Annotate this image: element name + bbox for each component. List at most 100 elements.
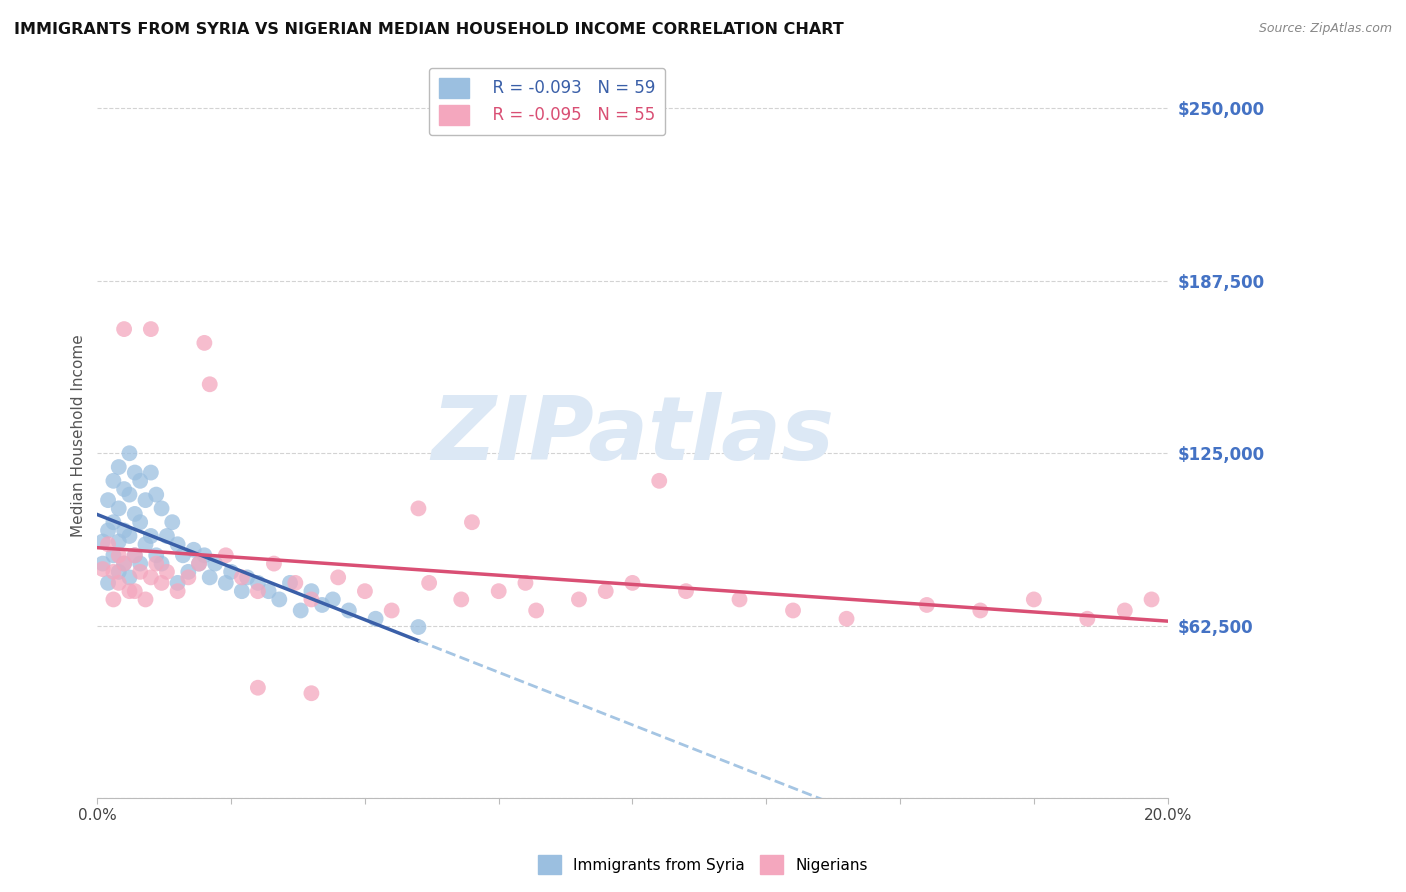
- Point: [364, 612, 387, 626]
- Point: [204, 557, 226, 571]
- Point: [97, 537, 120, 551]
- Point: [103, 549, 125, 563]
- Point: [193, 549, 215, 563]
- Point: [188, 557, 211, 571]
- Point: [290, 603, 312, 617]
- Point: [263, 557, 285, 571]
- Point: [246, 584, 269, 599]
- Point: [299, 686, 322, 700]
- Point: [103, 592, 125, 607]
- Point: [183, 542, 205, 557]
- Point: [782, 603, 804, 617]
- Point: [134, 537, 156, 551]
- Point: [107, 501, 129, 516]
- Text: IMMIGRANTS FROM SYRIA VS NIGERIAN MEDIAN HOUSEHOLD INCOME CORRELATION CHART: IMMIGRANTS FROM SYRIA VS NIGERIAN MEDIAN…: [14, 22, 844, 37]
- Point: [129, 557, 152, 571]
- Point: [91, 562, 114, 576]
- Point: [1022, 592, 1045, 607]
- Point: [299, 584, 322, 599]
- Point: [97, 524, 120, 538]
- Point: [524, 603, 547, 617]
- Point: [675, 584, 697, 599]
- Point: [118, 584, 141, 599]
- Point: [915, 598, 938, 612]
- Point: [145, 557, 167, 571]
- Point: [166, 537, 188, 551]
- Point: [835, 612, 858, 626]
- Point: [408, 501, 430, 516]
- Point: [269, 592, 291, 607]
- Point: [107, 549, 129, 563]
- Point: [177, 570, 200, 584]
- Point: [311, 598, 333, 612]
- Point: [112, 557, 135, 571]
- Point: [145, 549, 167, 563]
- Point: [188, 557, 211, 571]
- Point: [124, 507, 146, 521]
- Point: [568, 592, 591, 607]
- Point: [354, 584, 377, 599]
- Point: [124, 584, 146, 599]
- Point: [134, 592, 156, 607]
- Point: [156, 529, 179, 543]
- Point: [172, 549, 194, 563]
- Point: [150, 501, 173, 516]
- Legend: Immigrants from Syria, Nigerians: Immigrants from Syria, Nigerians: [531, 849, 875, 880]
- Point: [118, 529, 141, 543]
- Point: [328, 570, 350, 584]
- Point: [129, 565, 152, 579]
- Point: [408, 620, 430, 634]
- Point: [107, 565, 129, 579]
- Point: [418, 575, 440, 590]
- Point: [246, 681, 269, 695]
- Point: [177, 565, 200, 579]
- Point: [139, 322, 162, 336]
- Point: [219, 565, 242, 579]
- Point: [198, 570, 221, 584]
- Point: [107, 460, 129, 475]
- Point: [112, 482, 135, 496]
- Point: [97, 575, 120, 590]
- Point: [134, 493, 156, 508]
- Point: [118, 446, 141, 460]
- Point: [450, 592, 472, 607]
- Point: [150, 575, 173, 590]
- Point: [322, 592, 344, 607]
- Point: [1076, 612, 1098, 626]
- Point: [246, 575, 269, 590]
- Point: [124, 549, 146, 563]
- Point: [166, 584, 188, 599]
- Point: [118, 488, 141, 502]
- Point: [118, 570, 141, 584]
- Point: [112, 322, 135, 336]
- Point: [129, 474, 152, 488]
- Point: [162, 515, 184, 529]
- Point: [1140, 592, 1163, 607]
- Point: [124, 466, 146, 480]
- Text: Source: ZipAtlas.com: Source: ZipAtlas.com: [1258, 22, 1392, 36]
- Point: [103, 474, 125, 488]
- Point: [969, 603, 991, 617]
- Point: [231, 570, 253, 584]
- Point: [381, 603, 404, 617]
- Point: [156, 565, 179, 579]
- Point: [112, 557, 135, 571]
- Point: [145, 488, 167, 502]
- Point: [91, 534, 114, 549]
- Point: [515, 575, 537, 590]
- Point: [91, 557, 114, 571]
- Point: [198, 377, 221, 392]
- Point: [257, 584, 280, 599]
- Point: [728, 592, 751, 607]
- Point: [103, 515, 125, 529]
- Point: [193, 335, 215, 350]
- Point: [488, 584, 510, 599]
- Point: [103, 565, 125, 579]
- Legend:   R = -0.093   N = 59,   R = -0.095   N = 55: R = -0.093 N = 59, R = -0.095 N = 55: [429, 68, 665, 135]
- Point: [236, 570, 259, 584]
- Point: [337, 603, 360, 617]
- Point: [150, 557, 173, 571]
- Point: [621, 575, 644, 590]
- Point: [215, 575, 238, 590]
- Point: [107, 534, 129, 549]
